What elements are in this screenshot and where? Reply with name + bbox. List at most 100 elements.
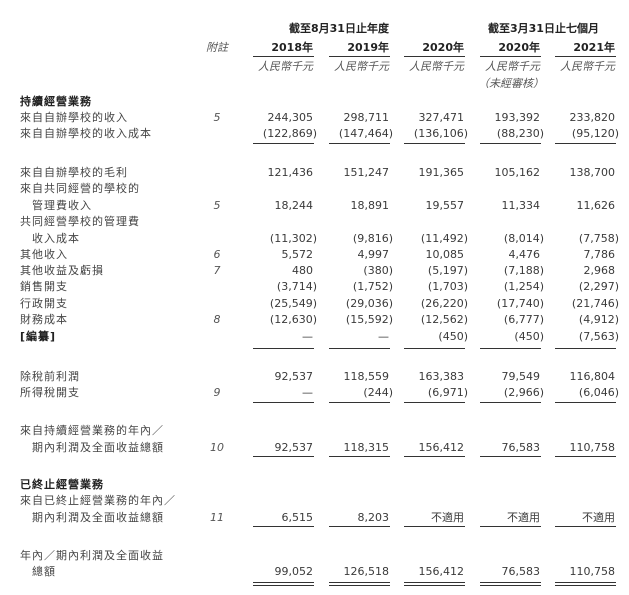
row-label: 其他收入 [20,248,68,261]
cell-value: (1,703) [427,280,468,293]
cell-value: 110,758 [569,441,616,454]
cell-value: 不適用 [582,511,615,524]
cell-value: (2,966) [503,386,544,399]
column-header-underline [555,56,616,57]
cell-value: 244,305 [267,111,314,124]
cell-value: (6,046) [578,386,619,399]
cell-value: 不適用 [507,511,540,524]
row-label: 共同經營學校的管理費 [20,215,140,228]
row-note: 7 [213,264,221,277]
total-underline [555,585,616,586]
cell-value: (4,912) [578,313,619,326]
cell-value: 92,537 [274,441,314,454]
total-underline [480,582,541,583]
total-underline [253,456,314,457]
cell-value: 不適用 [431,511,464,524]
header-unaudited: （未經審核） [478,77,544,90]
cell-value: 327,471 [418,111,465,124]
cell-value: (2,297) [578,280,619,293]
cell-value: (8,014) [503,232,544,245]
cell-value: (1,254) [503,280,544,293]
cell-value: 298,711 [343,111,390,124]
column-unit: 人民幣千元 [409,60,464,73]
cell-value: (11,492) [420,232,468,245]
cell-value: 191,365 [418,166,465,179]
section-heading: 持續經營業務 [20,95,92,108]
cell-value: 110,758 [569,565,616,578]
total-underline [480,456,541,457]
cell-value: (3,714) [276,280,317,293]
cell-value: (88,230) [496,127,544,140]
cell-value: — [302,386,313,399]
row-label-continued: 期內利潤及全面收益總額 [32,511,164,524]
cell-value: 5,572 [281,248,314,261]
cell-value: 8,203 [357,511,390,524]
cell-value: 121,436 [267,166,314,179]
total-underline [404,402,465,403]
cell-value: (29,036) [345,297,393,310]
total-underline [555,582,616,583]
column-unit: 人民幣千元 [560,60,615,73]
cell-value: 138,700 [569,166,616,179]
column-header-underline [329,56,390,57]
cell-value: 163,383 [418,370,465,383]
header-group-months: 截至3月31日止七個月 [488,22,599,35]
cell-value: 116,804 [569,370,616,383]
row-label-continued: 總額 [32,565,56,578]
cell-value: (450) [514,330,544,343]
total-underline [253,585,314,586]
row-label: 所得稅開支 [20,386,80,399]
total-underline [404,143,465,144]
cell-value: (12,630) [269,313,317,326]
total-underline [253,526,314,527]
cell-value: 4,997 [357,248,390,261]
total-underline [480,348,541,349]
row-label: 來自持續經營業務的年內／ [20,424,164,437]
total-underline [329,348,390,349]
cell-value: 10,085 [425,248,465,261]
cell-value: (450) [438,330,468,343]
row-label: 來自已終止經營業務的年內／ [20,494,176,507]
row-label: [編纂] [20,330,57,343]
column-header: 2019年 [347,41,389,54]
cell-value: 18,891 [350,199,390,212]
row-label-continued: 管理費收入 [32,199,92,212]
cell-value: (7,758) [578,232,619,245]
cell-value: 151,247 [343,166,390,179]
column-unit: 人民幣千元 [485,60,540,73]
row-label-continued: 期內利潤及全面收益總額 [32,441,164,454]
cell-value: (25,549) [269,297,317,310]
row-label-continued: 收入成本 [32,232,80,245]
total-underline [404,585,465,586]
row-note: 8 [213,313,221,326]
column-header: 2021年 [573,41,615,54]
cell-value: 118,315 [343,441,390,454]
cell-value: (122,869) [262,127,317,140]
row-note: 11 [210,511,224,524]
cell-value: (244) [363,386,393,399]
cell-value: — [378,330,389,343]
cell-value: (17,740) [496,297,544,310]
cell-value: (6,777) [503,313,544,326]
row-label: 除稅前利潤 [20,370,80,383]
section-heading: 已終止經營業務 [20,478,104,491]
header-note: 附註 [206,41,228,54]
total-underline [480,526,541,527]
column-header: 2020年 [422,41,464,54]
row-label: 來自自辦學校的收入成本 [20,127,152,140]
total-underline [329,582,390,583]
column-unit: 人民幣千元 [334,60,389,73]
cell-value: (6,971) [427,386,468,399]
total-underline [329,585,390,586]
row-label: 來自自辦學校的毛利 [20,166,128,179]
row-label: 來自自辦學校的收入 [20,111,128,124]
cell-value: 126,518 [343,565,390,578]
cell-value: (11,302) [269,232,317,245]
cell-value: 105,162 [494,166,541,179]
cell-value: (136,106) [413,127,468,140]
total-underline [404,526,465,527]
cell-value: (7,563) [578,330,619,343]
cell-value: (7,188) [503,264,544,277]
cell-value: (1,752) [352,280,393,293]
